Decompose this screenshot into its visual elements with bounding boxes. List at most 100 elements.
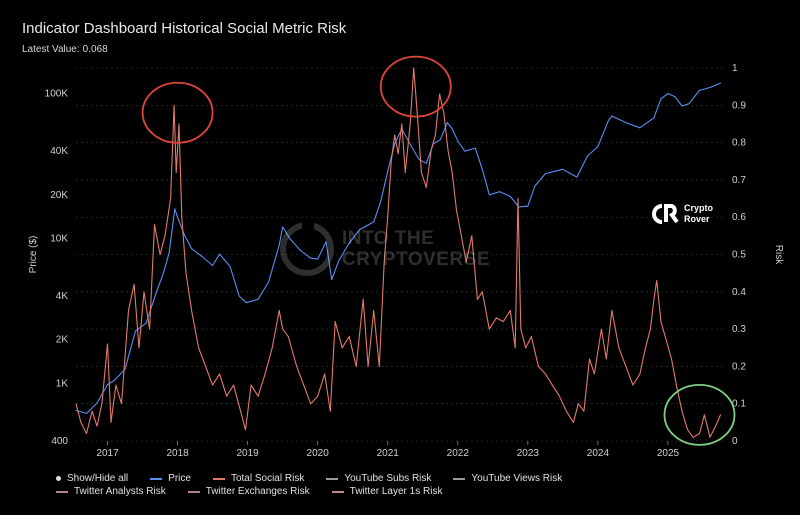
legend-item-twitter-layer-1s-risk[interactable]: Twitter Layer 1s Risk <box>331 486 442 497</box>
watermark: INTO THE CRYPTOVERSE <box>280 222 490 276</box>
point-1-100 <box>618 347 620 349</box>
point-1-90 <box>558 395 560 397</box>
y-right-tick-10: 1 <box>732 63 738 74</box>
legend-item-youtube-views-risk[interactable]: YouTube Views Risk <box>453 473 562 484</box>
point-1-95 <box>588 358 590 360</box>
legend-item-total-social-risk[interactable]: Total Social Risk <box>212 473 304 484</box>
point-1-35 <box>264 373 266 375</box>
point-0-70 <box>688 103 690 105</box>
legend-item-twitter-analysts-risk[interactable]: Twitter Analysts Risk <box>56 486 166 497</box>
y-left-tick-0: 400 <box>51 436 68 447</box>
point-1-88 <box>544 373 546 375</box>
point-1-92 <box>572 421 574 423</box>
point-1-57 <box>394 134 396 136</box>
point-0-25 <box>289 237 291 239</box>
point-0-8 <box>156 291 158 293</box>
point-1-66 <box>430 149 432 151</box>
point-0-16 <box>212 265 214 267</box>
point-1-79 <box>495 317 497 319</box>
point-1-111 <box>675 384 677 386</box>
point-1-87 <box>537 365 539 367</box>
series-line-total-social-risk <box>75 67 722 438</box>
point-0-28 <box>317 258 319 260</box>
legend-swatch-twitter-layer-1s-risk <box>331 490 344 493</box>
point-1-76 <box>476 298 478 300</box>
point-1-56 <box>390 160 392 162</box>
point-1-43 <box>317 395 319 397</box>
point-0-3 <box>107 384 109 386</box>
legend-swatch-twitter-exchanges-risk <box>187 490 200 493</box>
legend-row-2: Twitter Analysts Risk Twitter Exchanges … <box>56 485 776 498</box>
legend-item-twitter-exchanges-risk[interactable]: Twitter Exchanges Risk <box>187 486 310 497</box>
point-0-66 <box>660 98 662 100</box>
point-1-60 <box>404 171 406 173</box>
point-1-82 <box>514 347 516 349</box>
point-1-13 <box>143 291 145 293</box>
point-0-23 <box>278 244 280 246</box>
point-1-51 <box>367 365 369 367</box>
legend-swatch-twitter-analysts-risk <box>56 490 68 493</box>
point-0-44 <box>446 122 448 124</box>
point-1-26 <box>205 365 207 367</box>
point-1-63 <box>416 112 418 114</box>
point-1-117 <box>709 436 711 438</box>
point-0-49 <box>481 168 483 170</box>
point-0-24 <box>282 226 284 228</box>
point-1-33 <box>250 384 252 386</box>
point-0-14 <box>191 248 193 250</box>
point-1-80 <box>502 321 504 323</box>
point-0-21 <box>257 298 259 300</box>
point-1-70 <box>447 149 449 151</box>
y-right-tick-7: 0.7 <box>732 175 746 186</box>
point-1-7 <box>110 421 112 423</box>
bullet-icon <box>56 476 61 481</box>
x-tick-1: 2018 <box>166 448 189 459</box>
y-left-tick-5: 20K <box>50 190 68 201</box>
point-0-72 <box>709 87 711 89</box>
legend-row-1: Show/Hide all Price Total Social Risk Yo… <box>56 472 776 485</box>
legend-item-price[interactable]: Price <box>150 473 191 484</box>
point-0-46 <box>457 140 459 142</box>
point-1-19 <box>173 104 175 106</box>
watermark-line2: CRYPTOVERSE <box>342 249 491 270</box>
show-hide-all-toggle[interactable]: Show/Hide all <box>56 473 128 484</box>
point-1-119 <box>719 414 721 416</box>
point-1-55 <box>387 216 389 218</box>
x-tick-5: 2022 <box>447 448 470 459</box>
point-0-67 <box>667 93 669 95</box>
point-1-15 <box>153 224 155 226</box>
y-left-tick-7: 100K <box>45 89 69 100</box>
show-hide-all-label: Show/Hide all <box>67 473 129 484</box>
point-0-12 <box>177 216 179 218</box>
point-0-0 <box>75 409 77 411</box>
point-0-47 <box>464 150 466 152</box>
point-1-69 <box>443 112 445 114</box>
point-0-73 <box>719 82 721 84</box>
point-1-102 <box>632 384 634 386</box>
point-1-67 <box>434 134 436 136</box>
legend-label-twitter-analysts-risk: Twitter Analysts Risk <box>74 486 166 497</box>
point-0-22 <box>268 281 270 283</box>
point-1-0 <box>75 403 77 405</box>
point-1-106 <box>653 298 655 300</box>
point-0-1 <box>86 412 88 414</box>
annotation-circle-2 <box>663 383 736 446</box>
point-1-93 <box>577 403 579 405</box>
point-0-11 <box>174 208 176 210</box>
point-1-9 <box>121 403 123 405</box>
point-0-35 <box>380 200 382 202</box>
point-1-2 <box>86 433 88 435</box>
point-1-39 <box>287 336 289 338</box>
point-0-17 <box>219 253 221 255</box>
point-1-65 <box>425 186 427 188</box>
point-0-56 <box>544 173 546 175</box>
legend-item-youtube-subs-risk[interactable]: YouTube Subs Risk <box>326 473 431 484</box>
point-0-32 <box>348 242 350 244</box>
point-1-30 <box>233 384 235 386</box>
point-0-41 <box>425 162 427 164</box>
point-1-112 <box>681 410 683 412</box>
point-0-48 <box>474 147 476 149</box>
point-0-31 <box>338 260 340 262</box>
